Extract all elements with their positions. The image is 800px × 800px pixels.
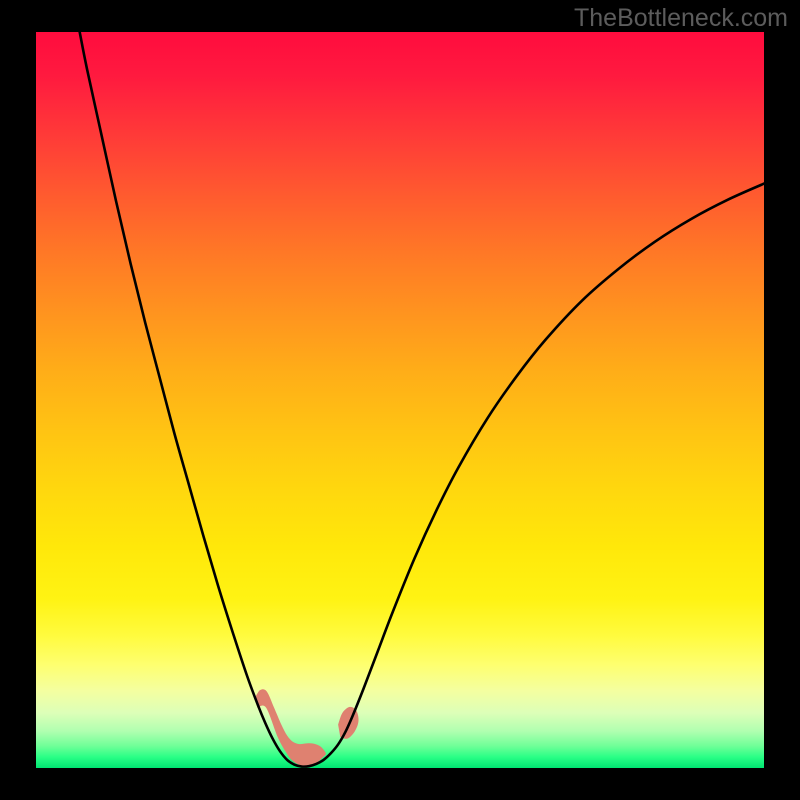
frame-border-right xyxy=(764,0,800,800)
frame-border-bottom xyxy=(0,768,800,800)
plot-area xyxy=(36,32,764,768)
frame-border-left xyxy=(0,0,36,800)
plot-svg xyxy=(36,32,764,768)
plot-background xyxy=(36,32,764,768)
attribution-label: TheBottleneck.com xyxy=(574,4,788,33)
chart-frame: TheBottleneck.com xyxy=(0,0,800,800)
